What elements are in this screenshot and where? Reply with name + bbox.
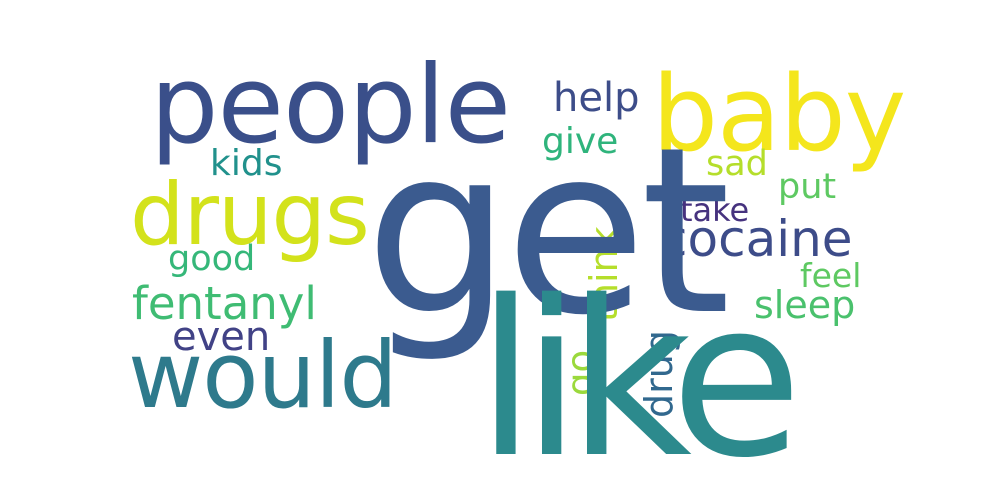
- word-baby: baby: [652, 53, 906, 175]
- word-sad: sad: [706, 144, 768, 184]
- word-put: put: [778, 167, 837, 207]
- word-would: would: [128, 322, 398, 429]
- word-drugs: drugs: [130, 165, 370, 265]
- word-like: like: [476, 254, 803, 500]
- word-take: take: [680, 191, 750, 229]
- word-get: get: [365, 99, 731, 366]
- word-even: even: [172, 314, 271, 360]
- word-people: people: [150, 43, 511, 168]
- word-sleep: sleep: [754, 283, 856, 327]
- word-feel: feel: [800, 256, 862, 295]
- word-kids: kids: [210, 143, 283, 184]
- word-give: give: [542, 121, 619, 162]
- word-cocaine: cocaine: [660, 210, 853, 268]
- word-help: help: [553, 75, 640, 121]
- word-good: good: [168, 239, 256, 279]
- word-fentanyl: fentanyl: [132, 277, 317, 330]
